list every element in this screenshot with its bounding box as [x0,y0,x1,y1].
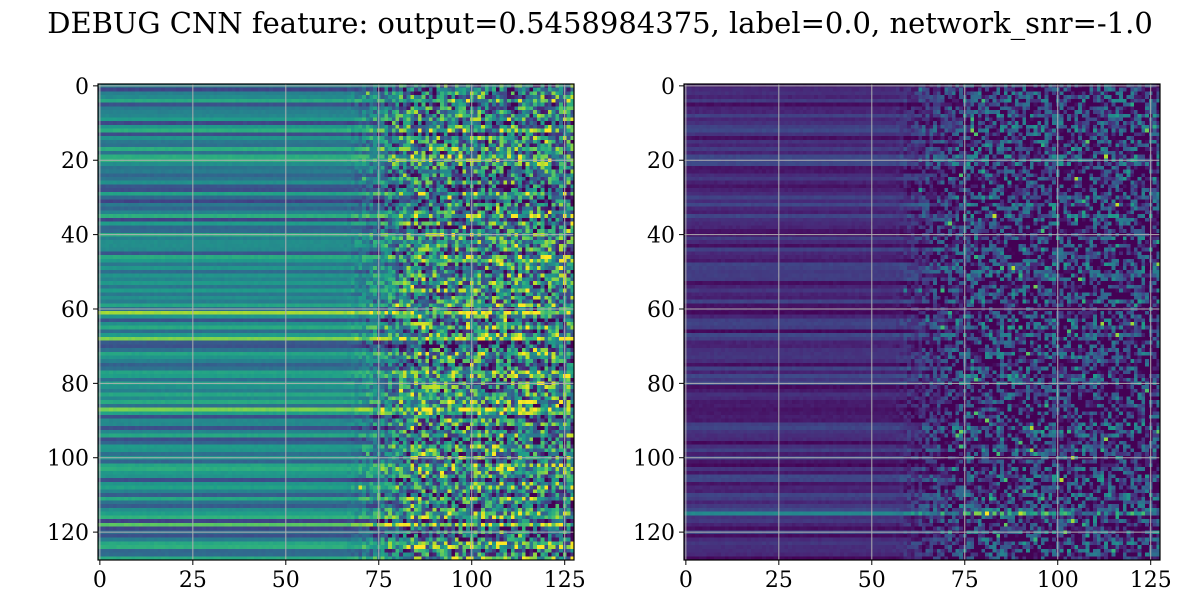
y-tick-label: 120 [47,521,89,546]
y-tick-label: 20 [647,149,675,174]
y-tick-label: 0 [661,75,675,100]
x-tick-label: 75 [365,568,393,593]
y-tick-label: 60 [647,298,675,323]
x-tick-label: 25 [765,568,793,593]
heatmap-cells [684,84,1160,560]
x-tick-label: 100 [1037,568,1079,593]
y-tick-label: 80 [647,372,675,397]
y-tick-label: 0 [75,75,89,100]
y-tick-label: 100 [47,447,89,472]
heatmap-panel-1: 0 25 50 75 100 125 0 20 40 60 80 100 120 [47,75,586,593]
y-tick-label: 60 [61,298,89,323]
figure-title: DEBUG CNN feature: output=0.5458984375, … [47,6,1153,40]
x-tick-label: 50 [272,568,300,593]
x-tick-label: 25 [179,568,207,593]
axes-frame [97,83,575,561]
x-tick-label: 0 [679,568,693,593]
y-tick-label: 80 [61,372,89,397]
y-tick-label: 120 [633,521,675,546]
y-tick-label: 40 [61,224,89,249]
y-tick-label: 20 [61,149,89,174]
heatmap-cells [98,84,574,560]
x-tick-label: 50 [858,568,886,593]
x-tick-label: 125 [1130,568,1172,593]
x-tick-label: 100 [451,568,493,593]
x-tick-label: 0 [93,568,107,593]
y-tick-label: 100 [633,447,675,472]
x-tick-label: 125 [544,568,586,593]
heatmap-panel-2: 0 25 50 75 100 125 0 20 40 60 80 100 120 [633,75,1172,593]
x-tick-label: 75 [951,568,979,593]
y-tick-label: 40 [647,224,675,249]
axes-frame [683,83,1161,561]
